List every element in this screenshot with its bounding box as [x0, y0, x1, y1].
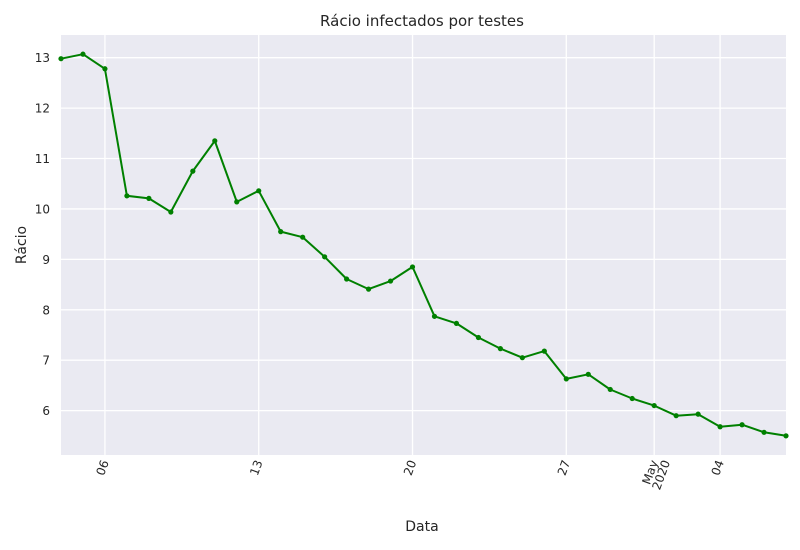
y-axis-label: Rácio	[14, 226, 30, 264]
data-point	[695, 411, 701, 417]
data-point	[475, 334, 482, 341]
x-axis-label: Data	[405, 519, 438, 535]
data-point	[563, 376, 569, 382]
data-point	[344, 276, 350, 282]
x-tick-label: 04	[709, 458, 727, 477]
data-point	[497, 346, 503, 352]
data-point	[102, 66, 108, 72]
data-point	[58, 56, 64, 62]
data-point	[761, 429, 767, 435]
data-point	[717, 424, 723, 430]
data-point	[387, 278, 394, 284]
data-point	[541, 348, 547, 354]
y-tick-label: 7	[42, 354, 50, 368]
data-point	[146, 195, 152, 201]
data-point	[431, 313, 438, 319]
y-tick-label: 10	[35, 202, 50, 216]
grid	[61, 35, 786, 455]
data-point	[453, 320, 460, 327]
y-axis-ticks: 6 7 8 9 10 11 12 13	[35, 51, 50, 418]
data-point	[651, 402, 657, 409]
data-point	[409, 264, 416, 270]
data-point	[190, 168, 196, 174]
data-point	[124, 193, 130, 199]
x-tick-label: 06	[93, 458, 111, 477]
y-tick-label: 6	[42, 404, 50, 418]
data-point	[212, 138, 218, 144]
data-point	[607, 386, 613, 393]
data-point	[256, 188, 262, 194]
data-point	[783, 433, 789, 439]
series-line	[60, 53, 787, 437]
data-point	[519, 355, 525, 361]
data-point	[300, 234, 306, 240]
y-tick-label: 13	[35, 51, 50, 65]
x-tick-label: 20	[401, 458, 419, 477]
data-point	[739, 422, 745, 428]
y-tick-label: 8	[42, 303, 50, 317]
x-tick-label: 13	[247, 458, 265, 477]
data-point	[365, 286, 372, 292]
data-point	[168, 209, 174, 215]
y-tick-label: 12	[35, 102, 50, 116]
data-point	[234, 199, 240, 205]
plot-area	[61, 35, 786, 455]
data-point	[80, 51, 86, 57]
data-point	[278, 229, 284, 235]
series-layer	[58, 51, 789, 439]
data-point	[673, 413, 679, 419]
chart-title: Rácio infectados por testes	[320, 12, 524, 30]
data-point	[585, 371, 591, 377]
y-tick-label: 11	[35, 152, 50, 166]
data-point	[629, 395, 635, 402]
y-tick-label: 9	[42, 253, 50, 267]
x-tick-label: 27	[555, 458, 573, 477]
data-point	[322, 254, 328, 260]
